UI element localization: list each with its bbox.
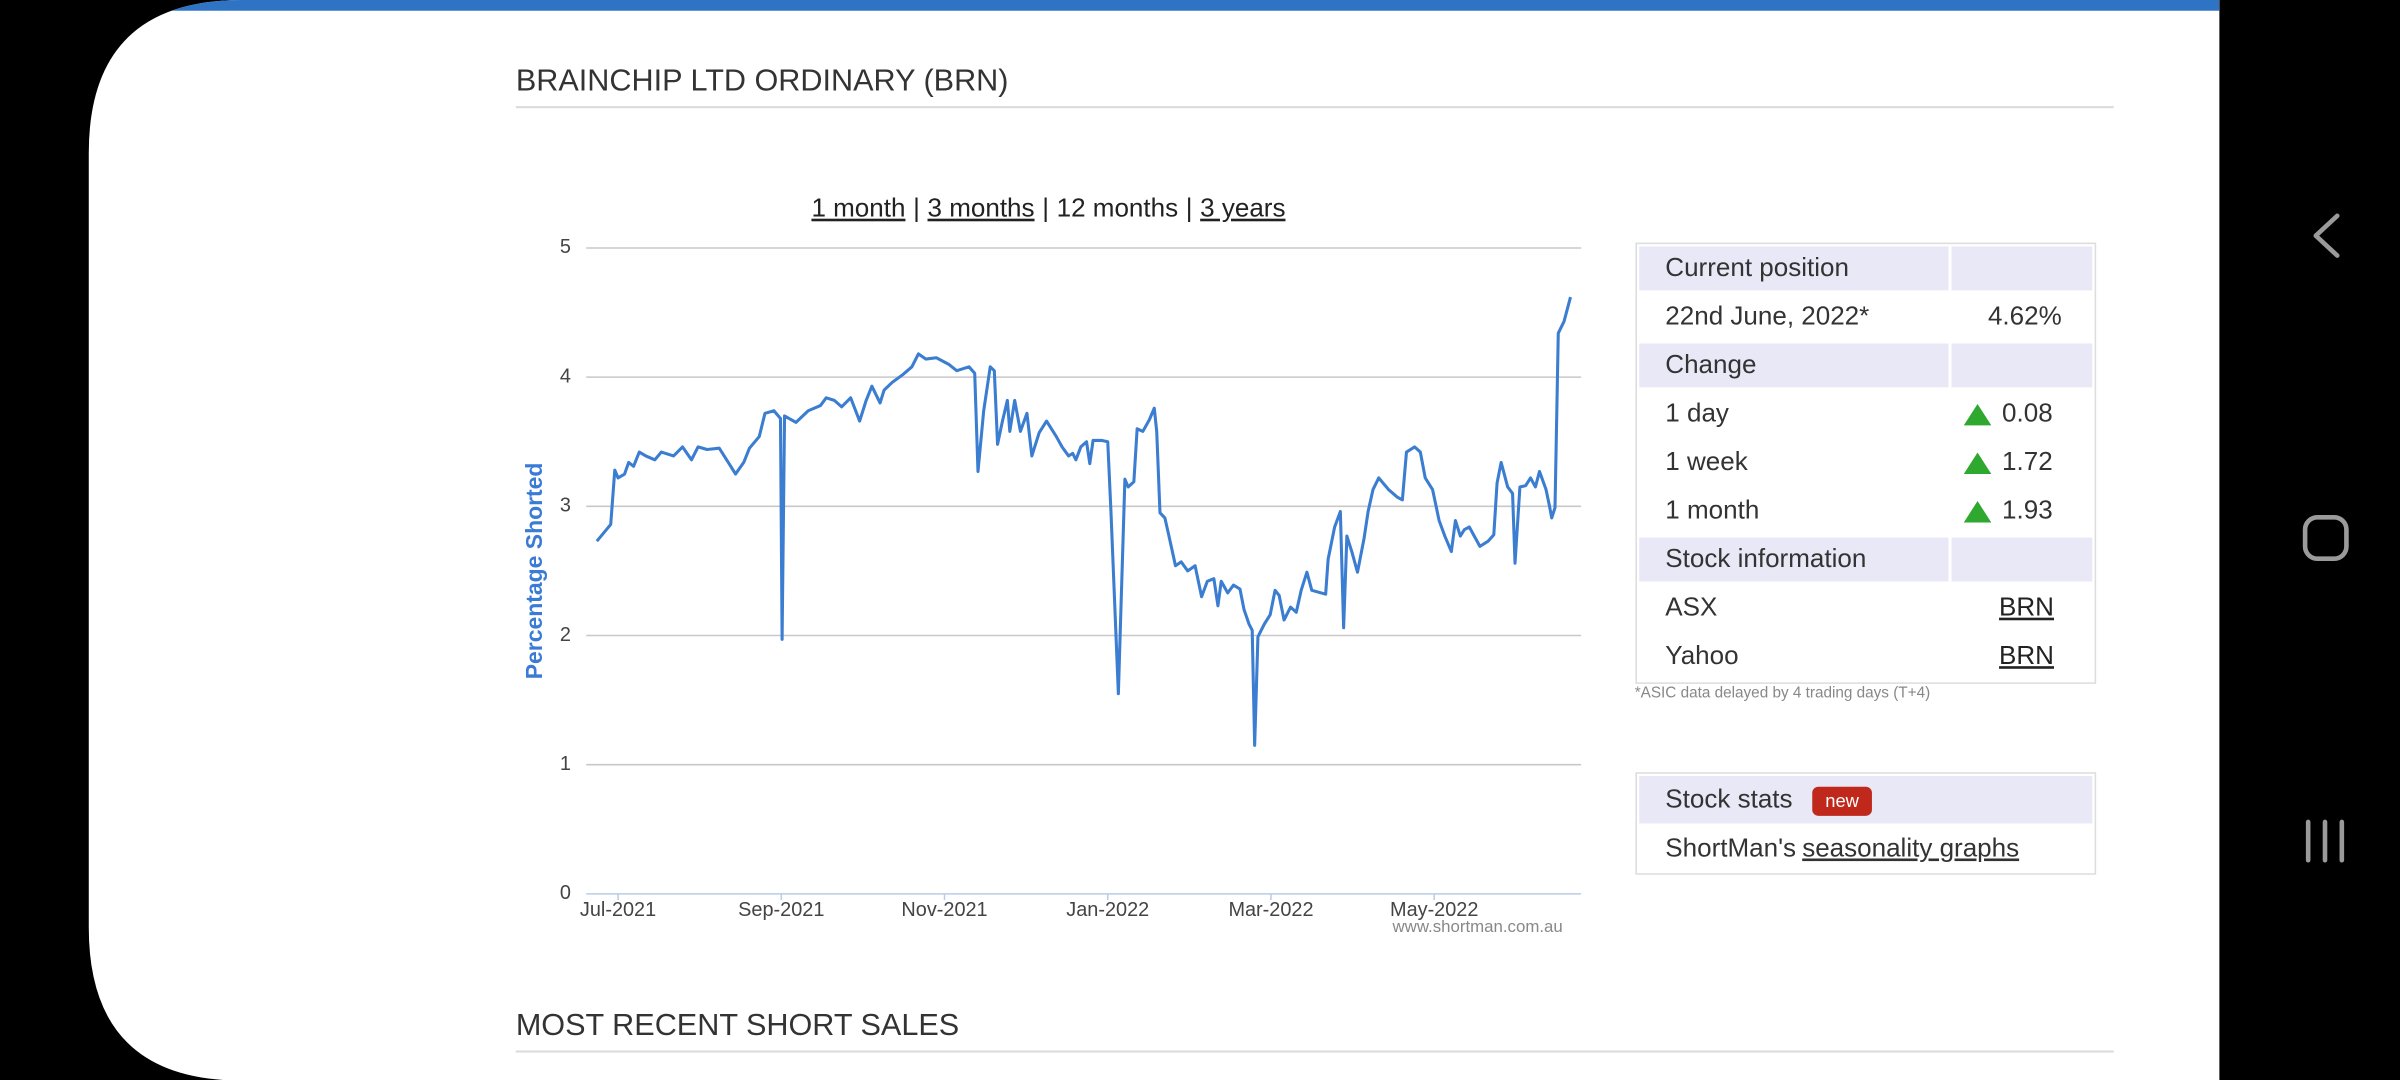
- link-separator: |: [1042, 193, 1049, 223]
- page-title: BRAINCHIP LTD ORDINARY (BRN): [516, 64, 1009, 98]
- home-button[interactable]: [2302, 515, 2349, 561]
- range-link[interactable]: 3 years: [1200, 193, 1285, 223]
- y-tick-label: 0: [560, 882, 571, 904]
- top-bar: [88, 0, 2220, 11]
- watermark: www.shortman.com.au: [1392, 917, 1563, 936]
- table-heading-bg: [1639, 246, 1949, 291]
- table-value: 0.08: [2002, 398, 2053, 428]
- x-tick-label: Jul-2021: [580, 899, 656, 921]
- up-arrow: [1963, 404, 1992, 426]
- section-title: MOST RECENT SHORT SALES: [516, 1008, 959, 1042]
- table-heading-bg: [1951, 537, 2093, 582]
- footnote: *ASIC data delayed by 4 trading days (T+…: [1635, 684, 1930, 701]
- y-tick-label: 5: [560, 236, 571, 258]
- table-label: 1 week: [1665, 446, 1748, 476]
- table-heading: Current position: [1665, 252, 1849, 282]
- range-link[interactable]: 1 month: [811, 193, 905, 223]
- x-tick-label: Mar-2022: [1228, 899, 1313, 921]
- table-heading: Change: [1665, 349, 1756, 379]
- table-border: [1635, 242, 2097, 684]
- up-arrow: [1963, 501, 1992, 523]
- range-current: 12 months: [1057, 193, 1178, 223]
- table-heading-bg: [1951, 246, 2093, 291]
- table-value: 1.72: [2002, 446, 2053, 476]
- range-link[interactable]: 3 months: [928, 193, 1035, 223]
- table-heading-bg: [1951, 343, 2093, 388]
- stats-prefix: ShortMan's: [1665, 832, 1796, 862]
- data-line: [595, 296, 1572, 747]
- table-label: Yahoo: [1665, 640, 1738, 670]
- table-link[interactable]: BRN: [1999, 592, 2054, 622]
- back-button[interactable]: [2313, 213, 2340, 258]
- seasonality-link[interactable]: seasonality graphs: [1802, 832, 2019, 862]
- table-heading-bg: [1639, 537, 1949, 582]
- table-link[interactable]: BRN: [1999, 640, 2054, 670]
- y-tick-label: 3: [560, 495, 571, 517]
- x-tick-label: Sep-2021: [738, 899, 824, 921]
- y-tick-label: 1: [560, 753, 571, 775]
- new-badge: [1812, 786, 1872, 816]
- link-separator: |: [1186, 193, 1193, 223]
- range-links: 1 month | 3 months | 12 months | 3 years: [811, 193, 1285, 223]
- y-tick-label: 2: [560, 624, 571, 646]
- table-value: 1.93: [2002, 495, 2053, 525]
- y-tick-label: 4: [560, 365, 571, 387]
- stats-text: ShortMan's seasonality graphs: [1665, 832, 2019, 862]
- table-heading: Stock information: [1665, 543, 1866, 573]
- table-label: 1 day: [1665, 398, 1729, 428]
- y-axis-label: Percentage Shorted: [521, 463, 547, 680]
- table-label: ASX: [1665, 592, 1717, 622]
- stats-heading: Stock stats: [1665, 783, 1792, 813]
- recents-button[interactable]: [2305, 819, 2345, 863]
- link-separator: |: [913, 193, 920, 223]
- x-tick-label: May-2022: [1390, 899, 1478, 921]
- table-value: 4.62%: [1988, 301, 2062, 331]
- table-label: 22nd June, 2022*: [1665, 301, 1869, 331]
- x-tick-label: Nov-2021: [901, 899, 987, 921]
- up-arrow: [1963, 452, 1992, 474]
- table-heading-bg: [1639, 343, 1949, 388]
- table-label: 1 month: [1665, 495, 1759, 525]
- new-badge-text: new: [1825, 790, 1859, 811]
- x-tick-label: Jan-2022: [1066, 899, 1149, 921]
